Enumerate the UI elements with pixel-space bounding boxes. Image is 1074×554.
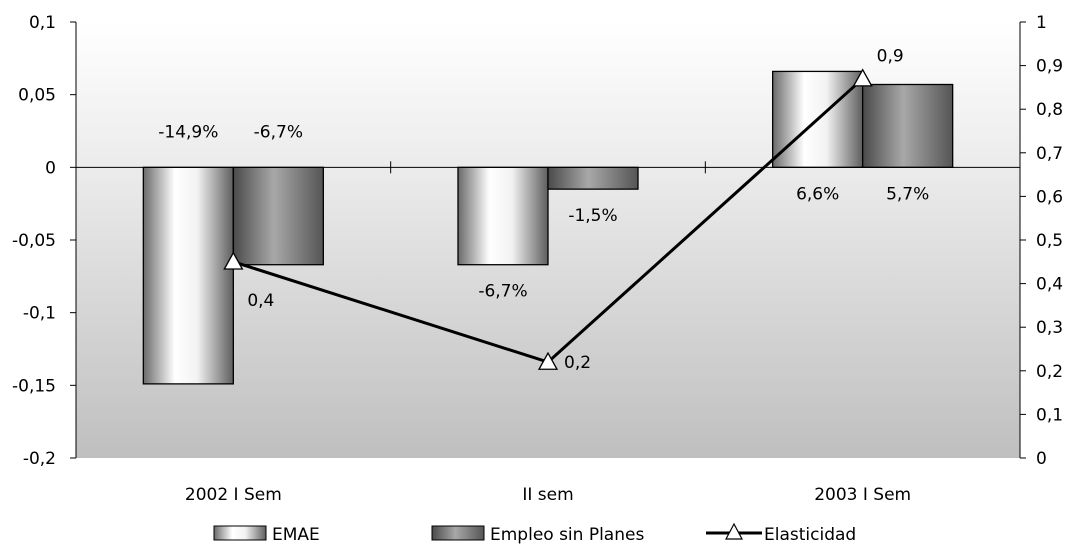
marker-elasticidad	[852, 68, 873, 87]
marker-elasticidad	[223, 251, 244, 270]
data-label-elasticidad: 0,2	[564, 353, 591, 373]
right-tick-label: 1	[1036, 13, 1047, 33]
legend-key	[213, 525, 267, 541]
marker-elasticidad	[537, 351, 559, 370]
right-tick-label: 0,3	[1036, 318, 1063, 338]
legend-label-empleo: Empleo sin Planes	[490, 525, 644, 545]
right-tick-label: 0,5	[1036, 231, 1063, 251]
legend-label-emae: EMAE	[272, 525, 320, 545]
right-tick-label: 0,7	[1036, 144, 1063, 164]
legend-key	[431, 525, 485, 541]
legend-key-marker	[725, 522, 743, 540]
data-label-elasticidad: 0,9	[877, 47, 904, 67]
data-label-empleo: -6,7%	[254, 122, 303, 142]
bar-empleo	[547, 166, 639, 190]
legend-label-elasticidad: Elasticidad	[764, 525, 856, 545]
category-label: 2003 I Sem	[814, 485, 911, 505]
right-tick-label: 0,2	[1036, 362, 1063, 382]
left-tick-label: -0,05	[12, 231, 56, 251]
right-tick-label: 0,1	[1036, 405, 1063, 425]
right-tick-label: 0,8	[1036, 100, 1063, 120]
data-label-emae: 6,6%	[796, 184, 839, 204]
bar-emae	[142, 166, 234, 385]
left-tick-label: -0,1	[23, 304, 56, 324]
data-label-emae: -14,9%	[158, 122, 218, 142]
left-tick-label: 0,1	[29, 13, 56, 33]
category-label: II sem	[522, 485, 573, 505]
right-tick-label: 0,4	[1036, 275, 1063, 295]
right-tick-label: 0,6	[1036, 187, 1063, 207]
left-tick-label: -0,2	[23, 449, 56, 469]
bar-emae	[457, 166, 549, 266]
bar-empleo	[232, 166, 324, 266]
right-tick-label: 0	[1036, 449, 1047, 469]
right-tick-label: 0,9	[1036, 57, 1063, 77]
data-label-empleo: -1,5%	[568, 206, 617, 226]
data-label-empleo: 5,7%	[886, 184, 929, 204]
data-label-elasticidad: 0,4	[247, 291, 274, 311]
left-tick-label: -0,15	[12, 376, 56, 396]
category-label: 2002 I Sem	[185, 485, 282, 505]
left-tick-label: 0,05	[18, 86, 56, 106]
data-label-emae: -6,7%	[478, 282, 527, 302]
left-tick-label: 0	[45, 158, 56, 178]
bar-empleo	[862, 83, 954, 168]
